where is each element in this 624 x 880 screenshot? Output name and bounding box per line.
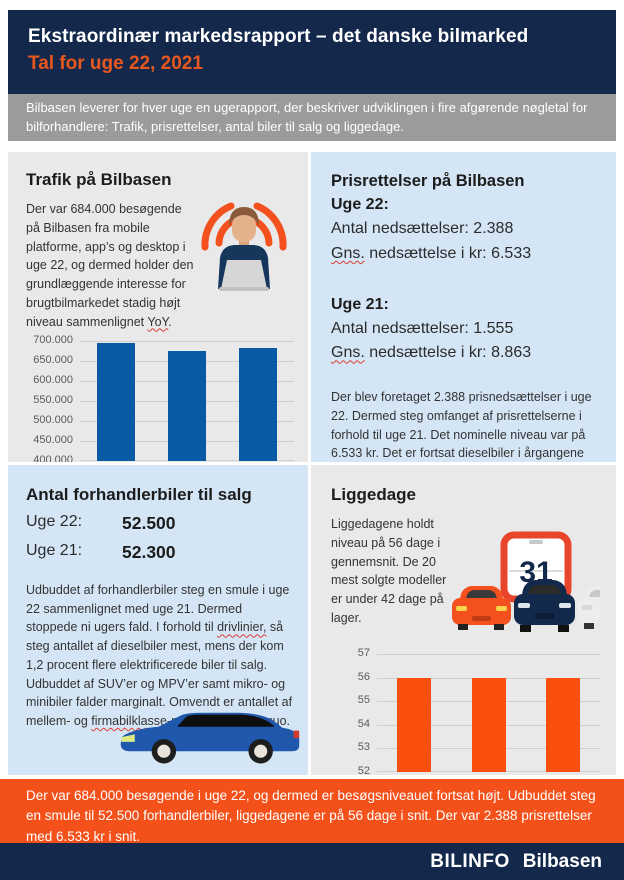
chart-bar [168, 350, 206, 462]
liggedage-title: Liggedage [331, 485, 417, 504]
uge22-label: Uge 22: [331, 196, 389, 213]
report-title: Ekstraordinær markedsrapport – det dansk… [28, 26, 529, 47]
forhandlerbiler-row-uge21: Uge 21: 52.300 [26, 538, 294, 567]
spellcheck-word: YoY [147, 314, 169, 329]
trafik-title: Trafik på Bilbasen [26, 170, 172, 189]
chart-bar [96, 343, 135, 462]
row-value: 52.500 [122, 513, 176, 533]
liggedage-body: Liggedagene holdt niveau på 56 dage i ge… [331, 517, 447, 625]
y-axis: 700.000 650.000 600.000 550.000 500.000 450.0… [26, 334, 80, 462]
row-label: Uge 22: [26, 513, 83, 530]
text-segment: Der var 684.000 besøgende på Bilbasen fr… [26, 202, 194, 329]
bilinfo-logo: BILINFO [430, 850, 510, 872]
section-liggedage: Liggedage Liggedagene holdt niveau på 56… [311, 465, 616, 775]
y-tick-label: 550.000 [33, 394, 73, 407]
forhandlerbiler-title: Antal forhandlerbiler til salg [26, 485, 252, 504]
prisrettelser-title: Prisrettelser på Bilbasen [331, 172, 525, 190]
intro-band: Bilbasen leverer for hver uge en ugerapp… [8, 94, 616, 141]
report-header: Ekstraordinær markedsrapport – det dansk… [8, 10, 616, 94]
bilbasen-logo: Bilbasen [522, 850, 602, 872]
y-tick-label: 52 [357, 765, 370, 775]
chart-bar [239, 347, 278, 462]
section-forhandlerbiler: Antal forhandlerbiler til salg Uge 22: 5… [8, 465, 308, 775]
summary-banner: Der var 684.000 besøgende i uge 22, og d… [0, 779, 624, 844]
row-value: 52.300 [122, 541, 176, 562]
y-tick-label: 700.000 [33, 334, 73, 347]
y-tick-label: 600.000 [33, 374, 73, 387]
plot-area: uge 20uge 21uge 22 [377, 654, 600, 772]
text-segment: nedsættelse i kr: 6.533 [364, 244, 532, 262]
text-segment: så steg antallet af dieselbiler mest, me… [26, 620, 293, 728]
liggedage-bar-chart: 57 56 55 54 53 52 uge 20uge 21uge 22 [331, 647, 600, 775]
row-label: Uge 21: [26, 541, 83, 559]
prisrettelser-body: Der blev foretaget 2.388 prisnedsættelse… [331, 390, 592, 461]
calendar-cars-icon: 31 [448, 531, 600, 644]
spellcheck-word: drivlinier, [217, 620, 267, 635]
chart-bar [545, 677, 580, 772]
plot-area: uge 20uge 21uge 22 [80, 341, 294, 462]
uge21-gns: Gns. nedsættelse i kr: 8.863 [331, 341, 600, 366]
y-tick-label: 650.000 [33, 354, 73, 367]
y-tick-label: 400.000 [33, 454, 73, 462]
text-segment: nedsættelse i kr: 8.863 [364, 344, 532, 362]
blue-car-icon [115, 708, 303, 771]
y-tick-label: 55 [357, 694, 370, 707]
uge21-label: Uge 21: [331, 295, 389, 313]
y-axis: 57 56 55 54 53 52 [331, 647, 377, 775]
chart-bar [471, 677, 506, 772]
brand-footer: BILINFO Bilbasen [0, 843, 624, 880]
y-tick-label: 57 [357, 647, 370, 659]
uge21-antal: Antal nedsættelser: 1.555 [331, 319, 514, 337]
uge22-antal: Antal nedsættelser: 2.388 [331, 220, 514, 237]
uge22-gns: Gns. nedsættelse i kr: 6.533 [331, 242, 600, 267]
trafik-bar-chart: 700.000 650.000 600.000 550.000 500.000 450.0… [26, 334, 294, 462]
section-prisrettelser: Prisrettelser på Bilbasen Uge 22: Antal … [311, 152, 616, 462]
section-trafik: Trafik på Bilbasen Der var 684.000 besøg… [8, 152, 308, 462]
person-laptop-wifi-icon [194, 196, 294, 331]
report-subtitle: Tal for uge 22, 2021 [28, 53, 203, 74]
y-tick-label: 500.000 [33, 414, 73, 427]
text-segment: Udbuddet af forhandlerbiler steg en smul… [26, 582, 290, 635]
spellcheck-word: Gns. [331, 344, 365, 362]
gridline [80, 341, 294, 343]
spellcheck-word: Gns. [331, 244, 365, 262]
y-tick-label: 450.000 [33, 434, 73, 447]
y-tick-label: 54 [357, 717, 370, 730]
y-tick-label: 56 [357, 670, 370, 683]
y-tick-label: 53 [357, 741, 370, 754]
chart-bar [397, 677, 432, 772]
text-segment: . [168, 314, 172, 329]
forhandlerbiler-row-uge22: Uge 22: 52.500 [26, 509, 294, 538]
spellcheck-word: firmabilklasse- [91, 714, 172, 728]
trafik-body: Der var 684.000 besøgende på Bilbasen fr… [26, 200, 194, 331]
gridline [377, 654, 600, 655]
